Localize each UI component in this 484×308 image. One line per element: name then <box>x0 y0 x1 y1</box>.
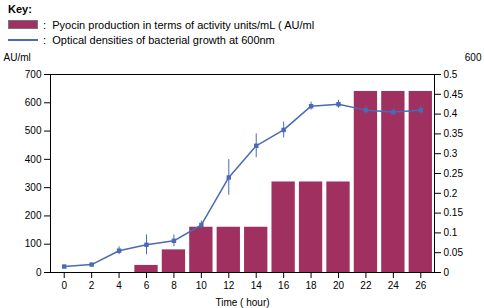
svg-text:8: 8 <box>171 280 177 291</box>
svg-text:14: 14 <box>251 280 263 291</box>
svg-text:200: 200 <box>25 210 42 221</box>
svg-text:22: 22 <box>360 280 372 291</box>
svg-text:0.3: 0.3 <box>444 148 458 159</box>
svg-text:Time ( hour): Time ( hour) <box>215 297 269 308</box>
svg-text:400: 400 <box>25 154 42 165</box>
svg-text:0.35: 0.35 <box>444 128 464 139</box>
svg-text:0.45: 0.45 <box>444 89 464 100</box>
svg-text:AU/ml: AU/ml <box>4 52 31 63</box>
svg-text:4: 4 <box>116 280 122 291</box>
svg-text:0.5: 0.5 <box>444 69 458 80</box>
svg-text:0: 0 <box>444 267 450 278</box>
svg-text:0.1: 0.1 <box>444 227 458 238</box>
svg-text:18: 18 <box>306 280 318 291</box>
svg-text:0: 0 <box>61 280 67 291</box>
svg-text:100: 100 <box>25 238 42 249</box>
svg-text:6: 6 <box>144 280 150 291</box>
svg-text:700: 700 <box>25 69 42 80</box>
html-text:: Optical densities of bacteri: : Optical densities of bacterial growth … <box>40 33 275 46</box>
svg-text:0.25: 0.25 <box>444 168 464 179</box>
html-text:Key:: Key: <box>8 3 32 15</box>
svg-text:600: 600 <box>25 97 42 108</box>
svg-text:12: 12 <box>223 280 235 291</box>
svg-text:0: 0 <box>36 267 42 278</box>
html-text:: Pyocin production in terms o: : Pyocin production in terms of activity… <box>40 18 315 31</box>
svg-text:2: 2 <box>89 280 95 291</box>
svg-text:500: 500 <box>25 125 42 136</box>
svg-text:0.05: 0.05 <box>444 247 464 258</box>
svg-text:0.15: 0.15 <box>444 207 464 218</box>
svg-text:0.4: 0.4 <box>444 108 458 119</box>
svg-text:10: 10 <box>196 280 208 291</box>
svg-text:300: 300 <box>25 182 42 193</box>
svg-text:0.2: 0.2 <box>444 188 458 199</box>
svg-text:26: 26 <box>415 280 427 291</box>
svg-text:24: 24 <box>388 280 400 291</box>
svg-text:20: 20 <box>333 280 345 291</box>
svg-text:16: 16 <box>278 280 290 291</box>
svg-text:600: 600 <box>465 52 482 63</box>
